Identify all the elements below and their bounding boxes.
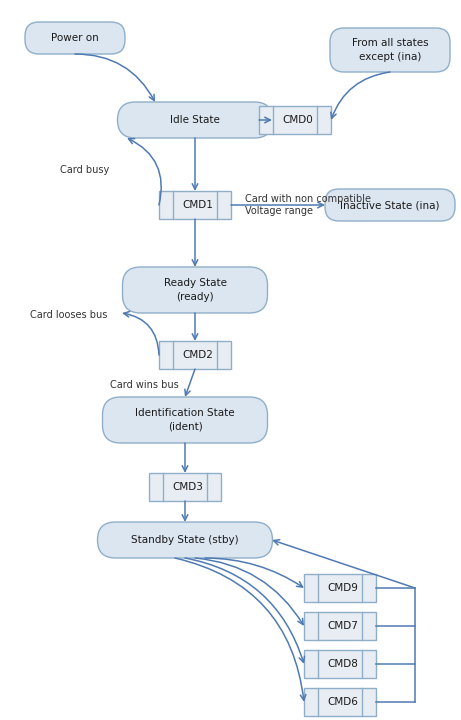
Bar xyxy=(159,341,231,369)
Bar xyxy=(149,473,221,501)
Bar xyxy=(304,688,376,716)
Bar xyxy=(159,191,231,219)
Text: Card busy: Card busy xyxy=(60,165,109,175)
Text: CMD2: CMD2 xyxy=(183,350,213,360)
Text: Ready State
(ready): Ready State (ready) xyxy=(164,279,226,302)
Text: From all states
except (ina): From all states except (ina) xyxy=(352,38,428,62)
Text: Card looses bus: Card looses bus xyxy=(30,310,107,320)
Text: CMD7: CMD7 xyxy=(328,621,359,631)
Text: Card wins bus: Card wins bus xyxy=(110,380,179,390)
Bar xyxy=(304,574,376,602)
FancyBboxPatch shape xyxy=(97,522,272,558)
Text: CMD8: CMD8 xyxy=(328,659,359,669)
Text: Card with non compatible
Voltage range: Card with non compatible Voltage range xyxy=(245,194,371,216)
Text: CMD3: CMD3 xyxy=(172,482,203,492)
Text: CMD9: CMD9 xyxy=(328,583,359,593)
Text: CMD0: CMD0 xyxy=(283,115,313,125)
Text: Identification State
(ident): Identification State (ident) xyxy=(135,408,235,431)
Text: Power on: Power on xyxy=(51,33,99,43)
FancyBboxPatch shape xyxy=(123,267,267,313)
Bar xyxy=(304,612,376,640)
Bar xyxy=(259,106,331,134)
Text: Standby State (stby): Standby State (stby) xyxy=(131,535,239,545)
Text: Inactive State (ina): Inactive State (ina) xyxy=(340,200,440,210)
Bar xyxy=(304,650,376,678)
FancyBboxPatch shape xyxy=(118,102,272,138)
FancyBboxPatch shape xyxy=(102,397,267,443)
FancyBboxPatch shape xyxy=(325,189,455,221)
FancyBboxPatch shape xyxy=(25,22,125,54)
Text: CMD6: CMD6 xyxy=(328,697,359,707)
Text: CMD1: CMD1 xyxy=(183,200,213,210)
FancyBboxPatch shape xyxy=(330,28,450,72)
Text: Idle State: Idle State xyxy=(170,115,220,125)
